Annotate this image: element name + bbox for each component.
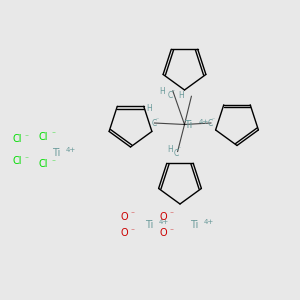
Text: H: H [167, 145, 173, 154]
Text: C: C [207, 119, 213, 128]
Text: Ti: Ti [184, 119, 193, 130]
Text: Cl: Cl [39, 131, 48, 142]
Text: Ti: Ti [190, 220, 199, 230]
Text: 4+: 4+ [66, 147, 76, 153]
Text: ⁻: ⁻ [169, 226, 173, 235]
Text: ⁻: ⁻ [130, 226, 134, 235]
Text: C: C [167, 91, 172, 100]
Text: O: O [160, 228, 167, 239]
Text: ⁻: ⁻ [169, 209, 173, 218]
Text: Cl: Cl [12, 134, 22, 145]
Text: ⁻: ⁻ [156, 118, 159, 123]
Text: O: O [160, 212, 167, 222]
Text: ⁻: ⁻ [51, 129, 55, 138]
Text: H: H [159, 87, 165, 96]
Text: Cl: Cl [12, 156, 22, 167]
Text: Cl: Cl [39, 159, 48, 170]
Text: H: H [178, 91, 184, 100]
Text: ⁻: ⁻ [25, 154, 29, 163]
Text: 4+: 4+ [159, 219, 169, 225]
Text: H: H [146, 104, 152, 113]
Text: 4+: 4+ [198, 118, 208, 124]
Text: ⁻: ⁻ [212, 118, 214, 123]
Text: ⁻: ⁻ [178, 148, 181, 153]
Text: ⁻: ⁻ [25, 132, 29, 141]
Text: C: C [152, 119, 157, 128]
Text: ⁻: ⁻ [130, 209, 134, 218]
Text: O: O [121, 228, 128, 239]
Text: 4+: 4+ [204, 219, 214, 225]
Text: C: C [173, 148, 178, 158]
Text: ⁻: ⁻ [171, 90, 174, 95]
Text: ⁻: ⁻ [51, 157, 55, 166]
Text: O: O [121, 212, 128, 222]
Text: Ti: Ti [146, 220, 154, 230]
Text: Ti: Ti [52, 148, 61, 158]
